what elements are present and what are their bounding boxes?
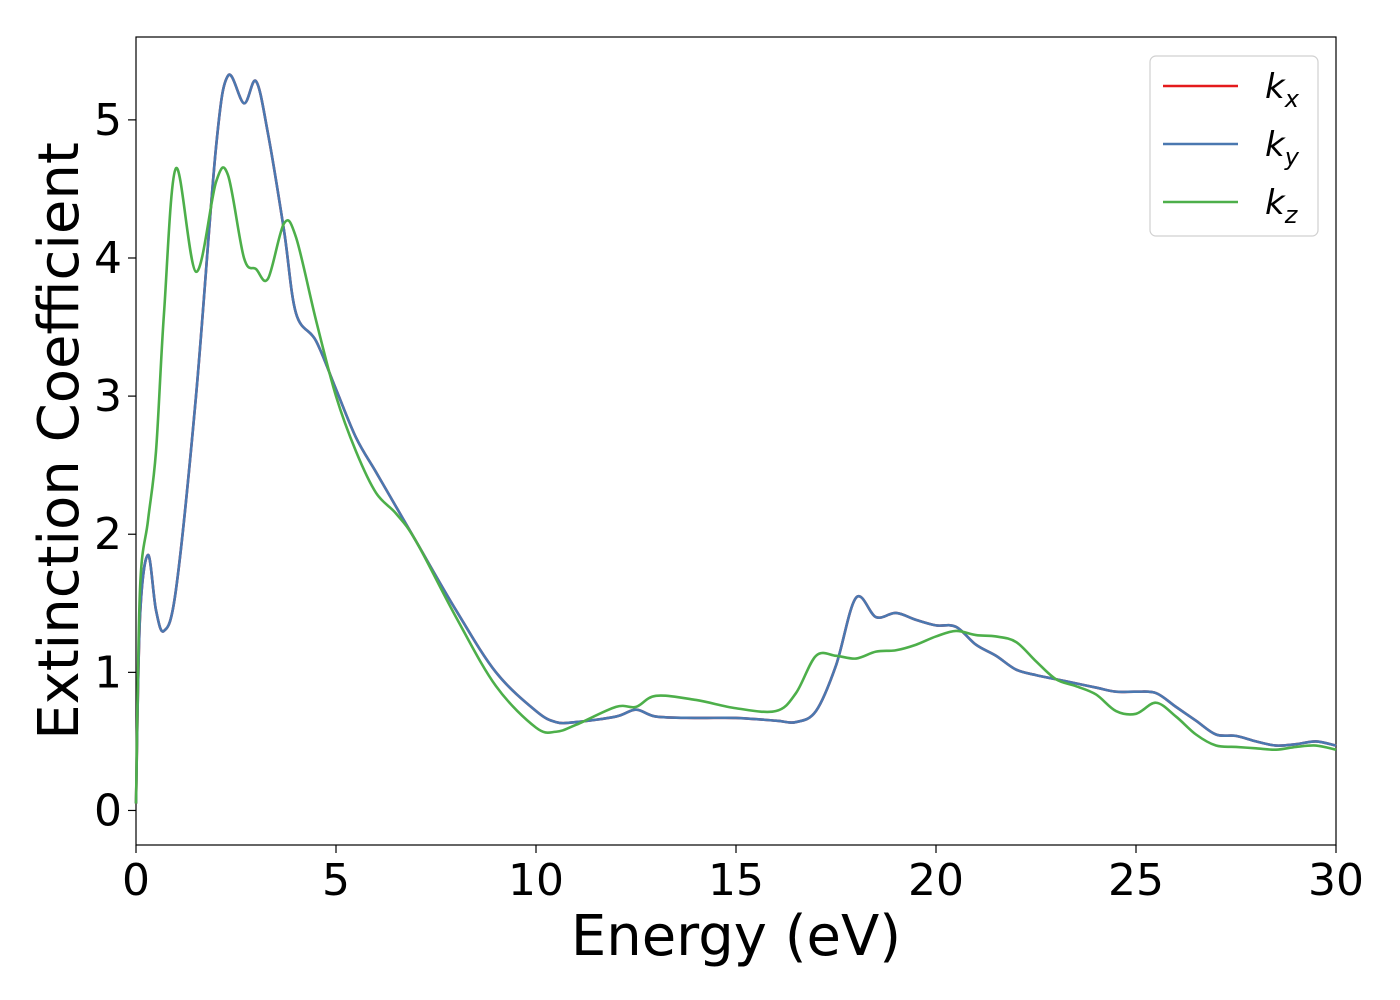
x-tick-label: 5	[322, 855, 350, 906]
x-tick-label: 10	[508, 855, 564, 906]
y-axis-label: Extinction Coefficient	[27, 142, 92, 740]
y-tick-label: 4	[94, 233, 122, 284]
x-tick-label: 15	[708, 855, 764, 906]
y-tick-label: 0	[94, 785, 122, 836]
y-tick-label: 5	[94, 95, 122, 146]
y-tick-label: 3	[94, 371, 122, 422]
x-axis-ticks: 0 5 10 15 20 25 30	[122, 845, 1364, 906]
x-tick-label: 20	[908, 855, 964, 906]
y-axis-ticks: 0 1 2 3 4 5	[94, 95, 136, 837]
y-tick-label: 2	[94, 509, 122, 560]
x-tick-label: 30	[1308, 855, 1364, 906]
x-axis-label: Energy (eV)	[571, 904, 901, 969]
x-tick-label: 25	[1108, 855, 1164, 906]
y-tick-label: 1	[94, 647, 122, 698]
x-tick-label: 0	[122, 855, 150, 906]
